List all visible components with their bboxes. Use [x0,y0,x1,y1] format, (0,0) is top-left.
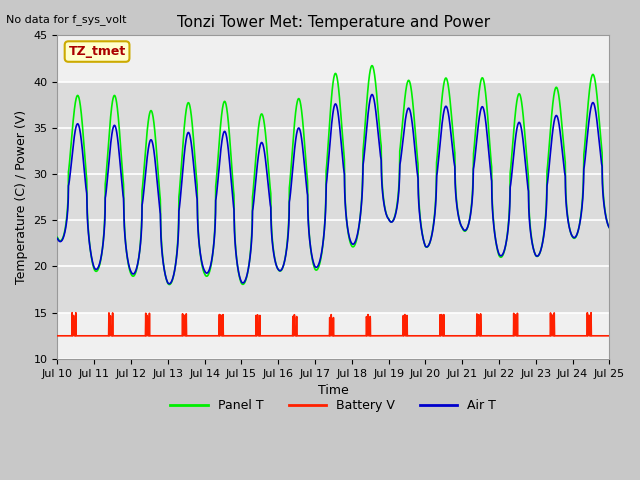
Legend: Panel T, Battery V, Air T: Panel T, Battery V, Air T [166,395,501,418]
X-axis label: Time: Time [318,384,349,397]
Text: No data for f_sys_volt: No data for f_sys_volt [6,14,127,25]
Text: TZ_tmet: TZ_tmet [68,45,125,58]
Title: Tonzi Tower Met: Temperature and Power: Tonzi Tower Met: Temperature and Power [177,15,490,30]
Bar [58,82,609,312]
Y-axis label: Temperature (C) / Power (V): Temperature (C) / Power (V) [15,110,28,284]
